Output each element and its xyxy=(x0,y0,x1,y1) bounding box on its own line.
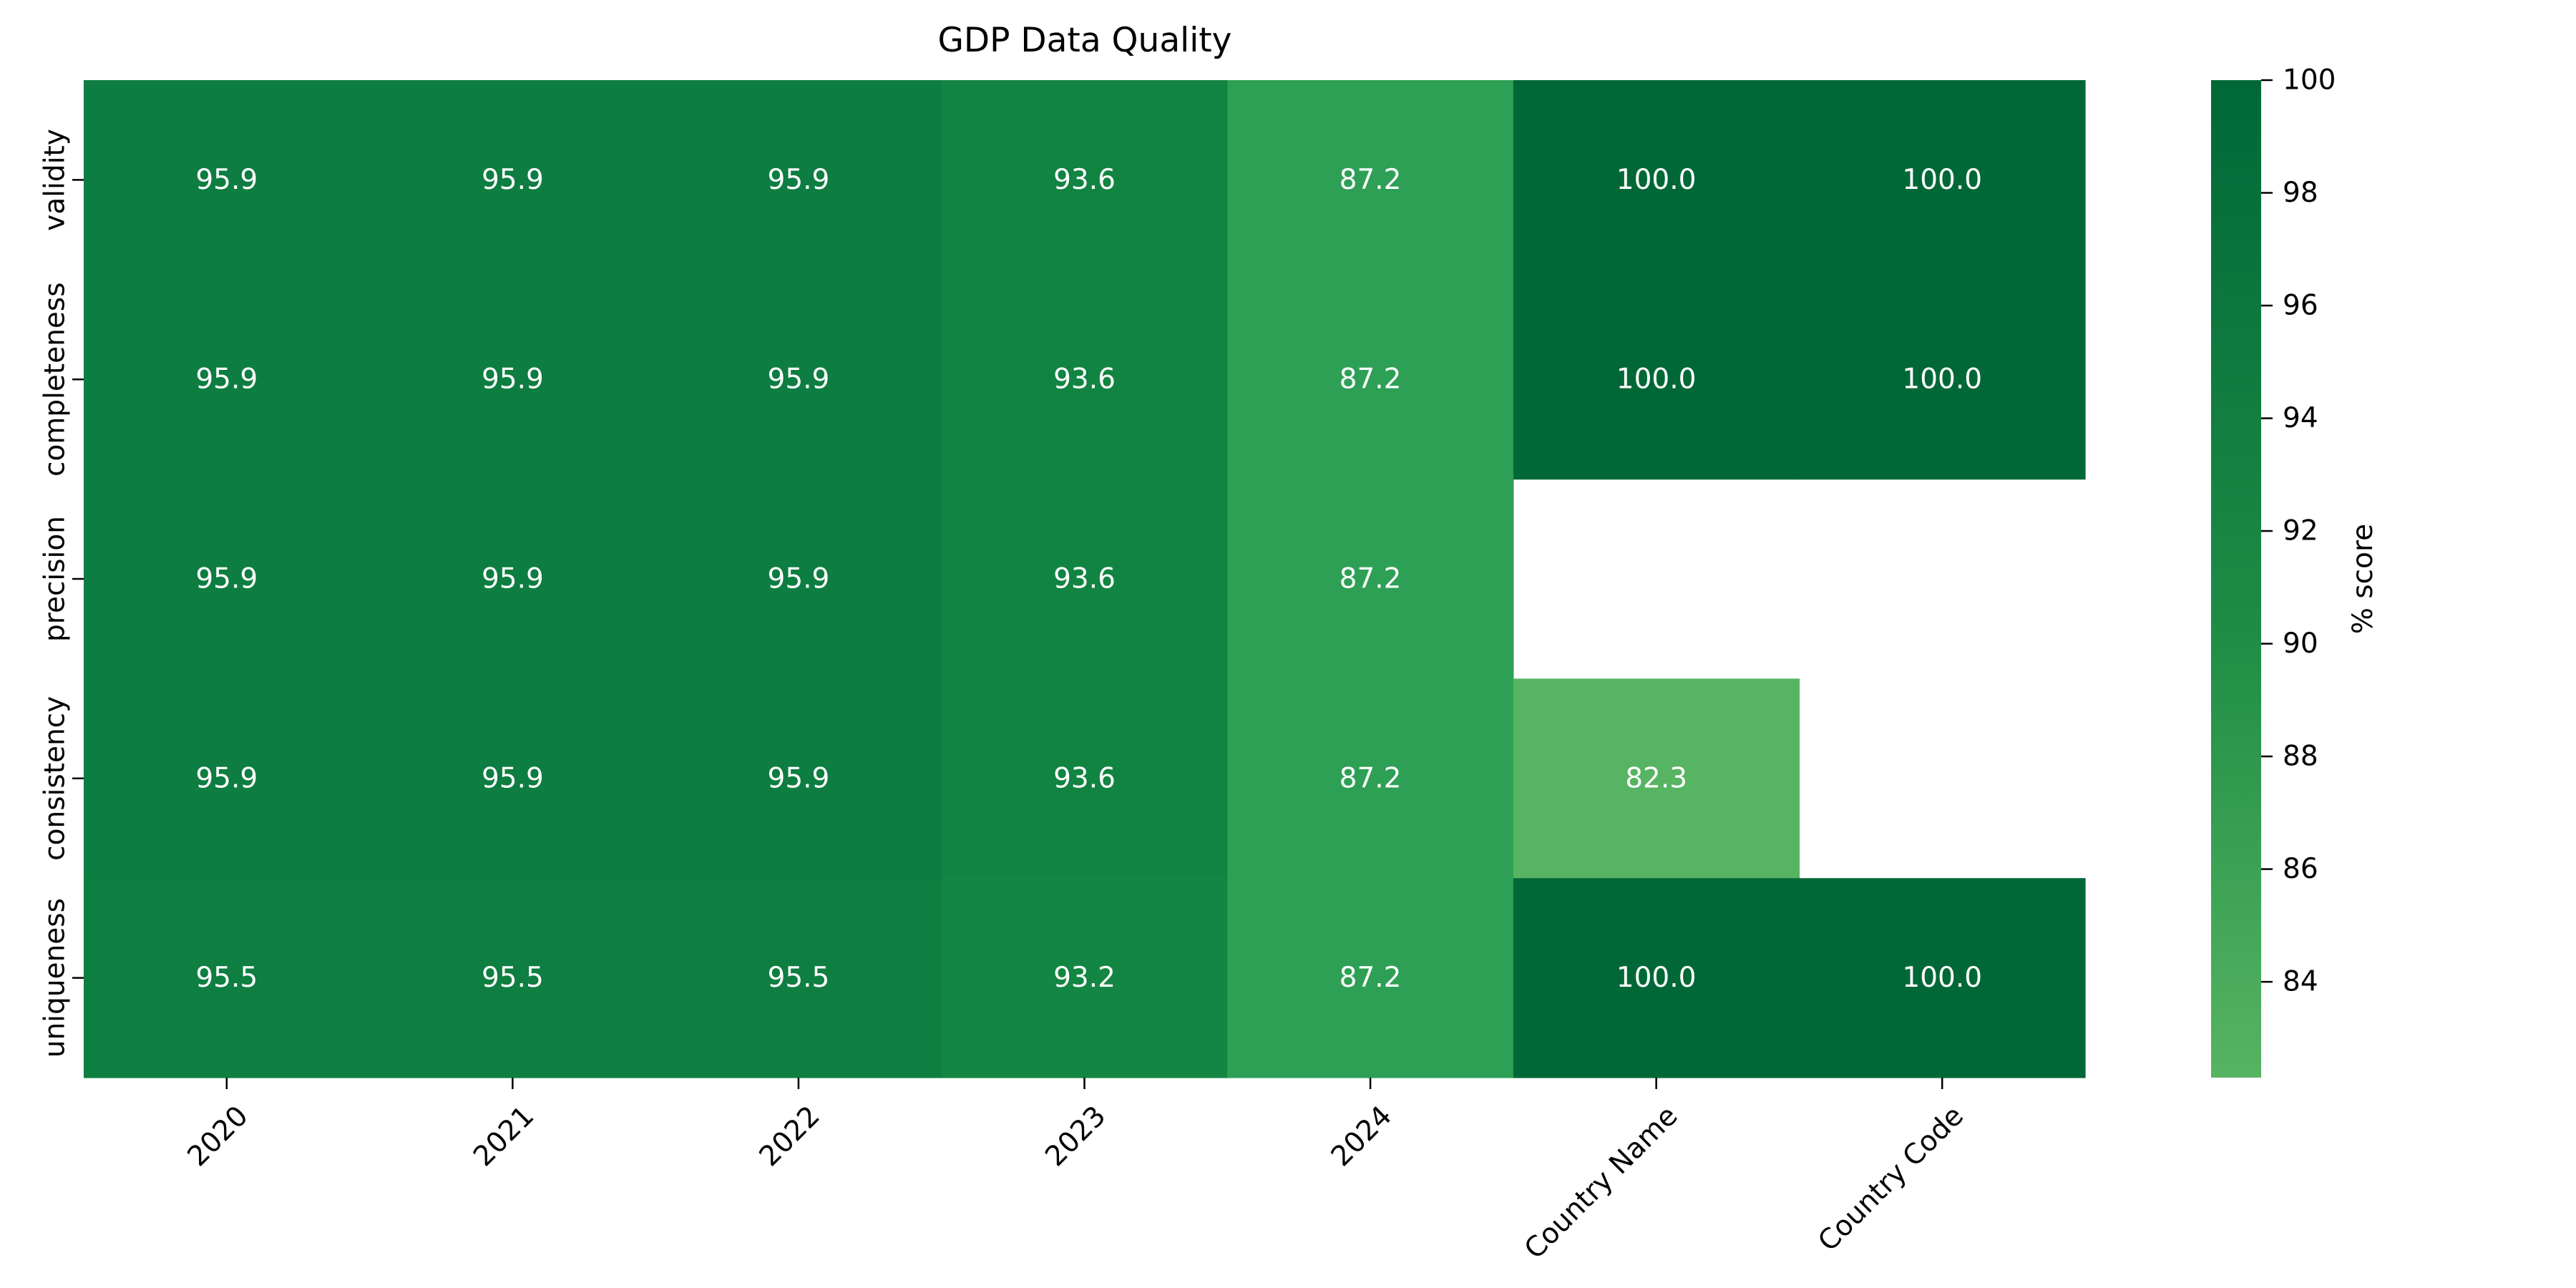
cell-value-label: 95.9 xyxy=(768,364,830,396)
cell-value-label: 93.6 xyxy=(1053,164,1116,196)
heatmap-cell xyxy=(1227,678,1514,879)
heatmap-cell xyxy=(1227,80,1514,280)
heatmap-cell xyxy=(1799,279,2086,480)
cell-value-label: 100.0 xyxy=(1616,164,1697,196)
colorbar-tick-label: 86 xyxy=(2283,853,2318,885)
cell-value-label: 87.2 xyxy=(1340,364,1402,396)
cell-value-label: 100.0 xyxy=(1902,364,1982,396)
colorbar-tick-label: 96 xyxy=(2283,290,2318,322)
x-tick-label: Country Code xyxy=(1812,1100,1970,1258)
y-tick-label: completeness xyxy=(39,282,72,477)
cell-value-label: 93.6 xyxy=(1053,364,1116,396)
y-tick-label: consistency xyxy=(39,696,72,861)
colorbar-tick-label: 88 xyxy=(2283,741,2318,773)
cell-value-label: 82.3 xyxy=(1625,762,1687,794)
colorbar-tick-label: 92 xyxy=(2283,515,2318,547)
heatmap-cell xyxy=(369,878,656,1078)
cell-value-label: 95.9 xyxy=(195,164,258,196)
heatmap-cell xyxy=(1227,878,1514,1078)
cell-value-label: 87.2 xyxy=(1340,563,1402,595)
y-tick-label: validity xyxy=(39,129,72,231)
heatmap-cells: 95.9 95.9 95.9 93.6 87.2 100.0 100.0 95.9 95.9 95… xyxy=(84,80,2086,1078)
heatmap-cell xyxy=(655,80,942,280)
colorbar-gradient-bar xyxy=(2211,80,2261,1078)
cell-value-label: 100.0 xyxy=(1616,364,1697,396)
y-tick-label: precision xyxy=(39,516,72,642)
cell-value-label: 100.0 xyxy=(1902,164,1982,196)
cell-value-label: 100.0 xyxy=(1902,962,1982,994)
heatmap-cell xyxy=(84,479,371,679)
heatmap-cell xyxy=(655,878,942,1078)
y-axis-ticks: validity completeness precision consistency… xyxy=(39,129,84,1058)
cell-value-label: 87.2 xyxy=(1340,164,1402,196)
cell-value-label: 95.5 xyxy=(768,962,830,994)
x-tick-label: 2024 xyxy=(1325,1100,1398,1173)
x-tick-label: 2020 xyxy=(182,1100,255,1173)
heatmap-cell xyxy=(369,80,656,280)
heatmap-cell xyxy=(1227,479,1514,679)
heatmap-cell xyxy=(1513,80,1800,280)
cell-value-label: 95.9 xyxy=(768,563,830,595)
heatmap-cell xyxy=(1227,279,1514,480)
y-tick-label: uniqueness xyxy=(39,898,72,1058)
heatmap-cell xyxy=(941,678,1228,879)
colorbar-label: % score xyxy=(2347,524,2379,634)
heatmap-cell xyxy=(84,878,371,1078)
x-tick-label: Country Name xyxy=(1518,1100,1684,1266)
heatmap-cell xyxy=(369,479,656,679)
colorbar-tick-label: 90 xyxy=(2283,628,2318,660)
chart-title: GDP Data Quality xyxy=(938,21,1232,60)
cell-value-label: 95.9 xyxy=(768,164,830,196)
heatmap-cell xyxy=(1799,878,2086,1078)
heatmap-cell xyxy=(1513,279,1800,480)
heatmap-cell xyxy=(941,479,1228,679)
heatmap-cell xyxy=(655,279,942,480)
cell-value-label: 95.9 xyxy=(482,164,544,196)
heatmap-cell xyxy=(84,80,371,280)
heatmap-cell xyxy=(941,878,1228,1078)
cell-value-label: 87.2 xyxy=(1340,762,1402,794)
cell-value-label: 95.9 xyxy=(482,762,544,794)
cell-value-label: 93.2 xyxy=(1053,962,1116,994)
cell-value-label: 95.9 xyxy=(195,762,258,794)
cell-value-label: 95.5 xyxy=(482,962,544,994)
x-tick-label: 2022 xyxy=(753,1100,826,1173)
heatmap-cell xyxy=(84,279,371,480)
cell-value-label: 95.5 xyxy=(195,962,258,994)
cell-value-label: 93.6 xyxy=(1053,563,1116,595)
heatmap-cell xyxy=(941,80,1228,280)
heatmap-cell xyxy=(941,279,1228,480)
heatmap-cell xyxy=(369,678,656,879)
colorbar-tick-label: 98 xyxy=(2283,177,2318,209)
heatmap-cell xyxy=(1799,80,2086,280)
cell-value-label: 95.9 xyxy=(195,364,258,396)
heatmap-cell xyxy=(655,479,942,679)
cell-value-label: 93.6 xyxy=(1053,762,1116,794)
colorbar-tick-label: 94 xyxy=(2283,402,2318,434)
cell-value-label: 95.9 xyxy=(482,364,544,396)
cell-value-label: 95.9 xyxy=(195,563,258,595)
colorbar: % score 84 86 88 90 92 94 96 98 100 xyxy=(2211,64,2379,1078)
colorbar-tick-label: 100 xyxy=(2283,64,2336,97)
colorbar-tick-label: 84 xyxy=(2283,966,2318,998)
cell-value-label: 95.9 xyxy=(482,563,544,595)
x-tick-label: 2023 xyxy=(1039,1100,1112,1173)
heatmap-cell xyxy=(1513,878,1800,1078)
heatmap-cell xyxy=(655,678,942,879)
cell-value-label: 95.9 xyxy=(768,762,830,794)
heatmap-cell xyxy=(369,279,656,480)
heatmap-cell xyxy=(1513,678,1800,879)
x-tick-label: 2021 xyxy=(467,1100,540,1173)
x-axis-ticks: 2020 2021 2022 2023 2024 Country Name Country … xyxy=(182,1078,1970,1266)
cell-value-label: 100.0 xyxy=(1616,962,1697,994)
cell-value-label: 87.2 xyxy=(1340,962,1402,994)
heatmap-cell xyxy=(84,678,371,879)
